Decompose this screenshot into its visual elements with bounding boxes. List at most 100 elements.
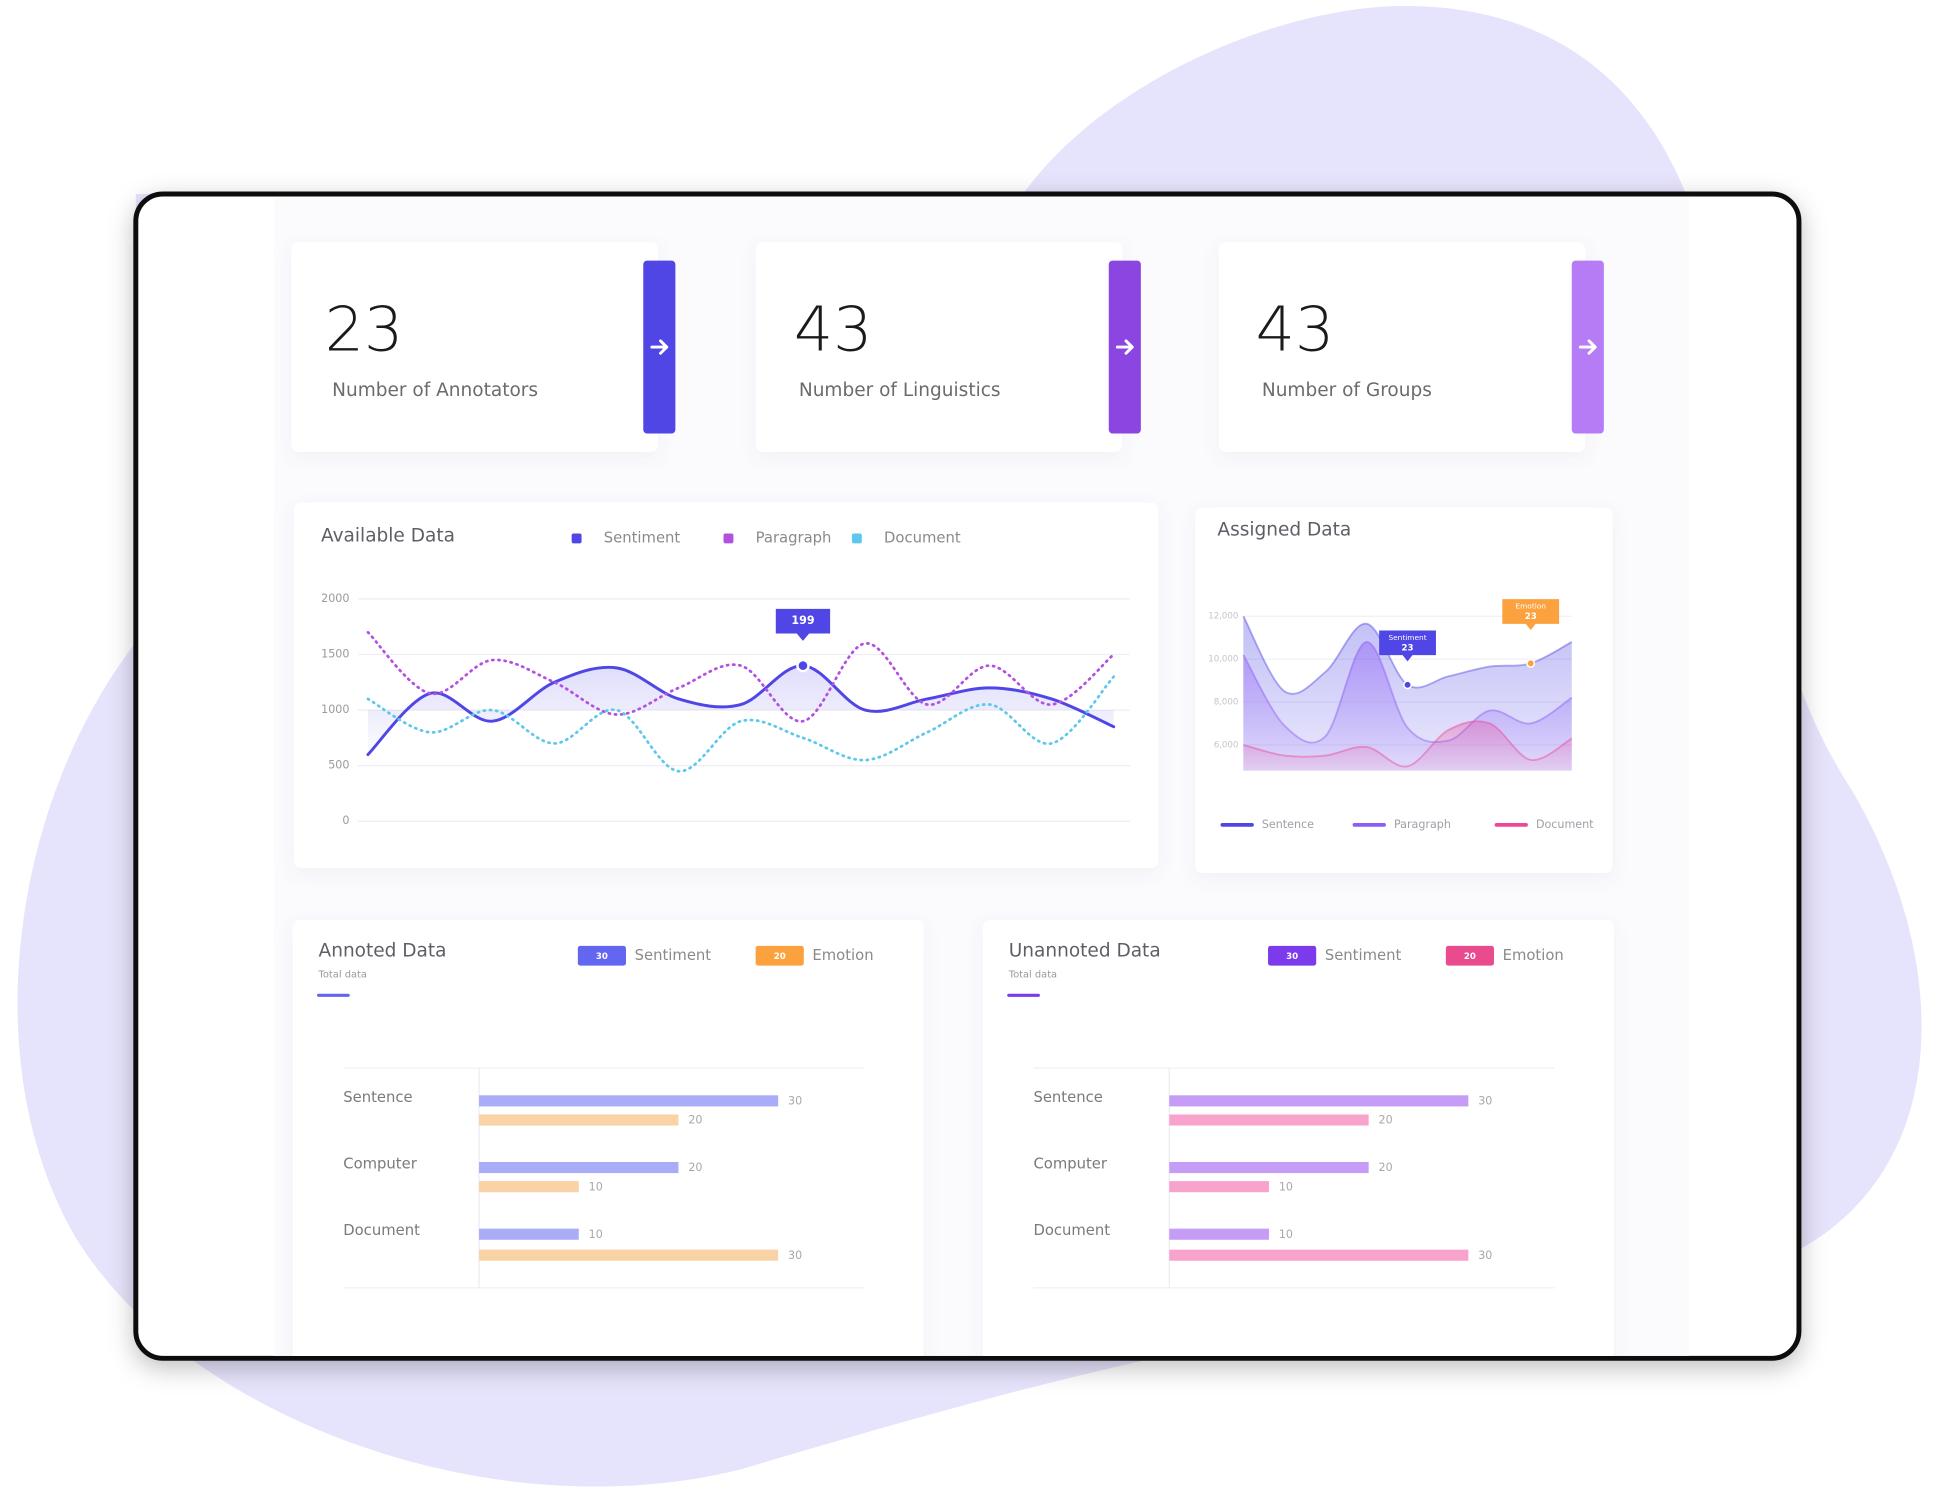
series-area: [367, 665, 1114, 755]
bar-value-label: 30: [1478, 1249, 1492, 1262]
legend-badge: [755, 945, 804, 966]
legend-marker: [571, 533, 582, 544]
bar-value-label: 20: [688, 1114, 702, 1127]
tooltip-value: 23: [1402, 643, 1414, 653]
bar: [479, 1181, 579, 1193]
legend-label: Emotion: [812, 947, 873, 964]
tooltip-name: Emotion: [1515, 602, 1546, 611]
legend-badge-value: 30: [596, 952, 608, 962]
highlight-point: [796, 658, 810, 673]
bar: [1169, 1249, 1469, 1261]
legend-badge-value: 30: [1286, 952, 1298, 962]
series-line: [366, 630, 1116, 723]
stat-label: Number of Annotators: [332, 380, 538, 401]
bar: [1169, 1181, 1269, 1193]
tooltip-box: [775, 608, 831, 641]
tooltip-box: [1502, 599, 1560, 631]
bar-value-label: 30: [1478, 1094, 1492, 1107]
legend-label: Sentence: [1262, 818, 1314, 831]
chart-title: Assigned Data: [1217, 519, 1351, 540]
series-line: [366, 664, 1116, 757]
y-tick-label: 12,000: [1208, 612, 1238, 622]
legend-badge: [1268, 945, 1317, 966]
bar: [1169, 1228, 1269, 1240]
legend-marker: [851, 533, 862, 544]
y-tick-label: 500: [328, 759, 349, 772]
legend-label: Paragraph: [756, 529, 832, 546]
y-tick-label: 8,000: [1214, 697, 1239, 707]
chart-title: Available Data: [321, 525, 455, 546]
bar: [479, 1095, 779, 1107]
series-line: [366, 675, 1116, 773]
chart-title: Annoted Data: [319, 940, 447, 961]
highlight-point: [1526, 658, 1536, 668]
bar: [479, 1249, 779, 1261]
legend-label: Emotion: [1503, 947, 1564, 964]
stat-value: 43: [794, 293, 873, 365]
series-area: [1243, 721, 1572, 771]
legend-label: Sentiment: [1325, 947, 1402, 964]
chart-card: [293, 502, 1159, 869]
stat-card: [1218, 242, 1586, 453]
bar-value-label: 20: [688, 1161, 702, 1174]
y-tick-label: 1000: [321, 703, 349, 716]
category-label: Computer: [343, 1155, 417, 1172]
series-line: [1243, 720, 1573, 768]
series-line: [1242, 641, 1573, 744]
tooltip-value: 23: [1525, 612, 1537, 622]
chart-title: Unannoted Data: [1009, 940, 1161, 961]
stat-value: 23: [325, 293, 404, 365]
legend-badge: [1445, 945, 1494, 966]
series-line: [1242, 615, 1573, 695]
chart-card: [292, 919, 924, 1356]
bar: [1169, 1095, 1469, 1107]
bar-value-label: 30: [788, 1249, 802, 1262]
stat-value: 43: [1256, 293, 1335, 365]
legend-label: Paragraph: [1394, 818, 1451, 831]
legend-badge: [577, 945, 626, 966]
highlight-point: [1403, 680, 1412, 690]
category-label: Sentence: [1033, 1089, 1102, 1106]
bar-value-label: 20: [1379, 1114, 1393, 1127]
stat-label: Number of Linguistics: [799, 380, 1001, 401]
arrow-icon: [1578, 339, 1597, 355]
category-label: Sentence: [343, 1089, 412, 1106]
legend-badge-value: 20: [774, 952, 786, 962]
bar: [1169, 1114, 1369, 1126]
legend-label: Sentiment: [604, 529, 681, 546]
legend-marker: [723, 533, 734, 544]
chart-card: [982, 919, 1614, 1356]
bar-value-label: 30: [788, 1094, 802, 1107]
category-label: Computer: [1033, 1155, 1107, 1172]
y-tick-label: 6,000: [1214, 740, 1239, 750]
bar: [479, 1161, 679, 1174]
bar: [479, 1228, 579, 1240]
y-tick-label: 2000: [321, 592, 349, 605]
bar: [1169, 1161, 1369, 1174]
stat-label: Number of Groups: [1262, 380, 1432, 401]
chart-subtitle: Total data: [318, 969, 367, 980]
category-label: Document: [343, 1222, 420, 1239]
bar-value-label: 10: [589, 1180, 603, 1193]
bar-value-label: 10: [1279, 1228, 1293, 1241]
bar-value-label: 10: [589, 1228, 603, 1241]
bar-value-label: 10: [1279, 1180, 1293, 1193]
legend-label: Document: [1536, 818, 1594, 831]
stat-card: [755, 242, 1123, 453]
legend-label: Sentiment: [635, 947, 712, 964]
y-tick-label: 0: [342, 814, 349, 827]
chart-subtitle: Total data: [1008, 969, 1057, 980]
tooltip-box: [1379, 630, 1436, 662]
arrow-icon: [1115, 339, 1134, 355]
legend-label: Document: [884, 529, 961, 546]
y-tick-label: 10,000: [1208, 655, 1238, 665]
y-tick-label: 1500: [321, 648, 349, 661]
window-content: 23 Number of Annotators 43 Number of Lingui…: [274, 197, 1690, 1356]
category-label: Document: [1033, 1222, 1110, 1239]
tooltip-value: 199: [791, 614, 814, 627]
tooltip-name: Sentiment: [1388, 633, 1426, 642]
bar-value-label: 20: [1379, 1161, 1393, 1174]
